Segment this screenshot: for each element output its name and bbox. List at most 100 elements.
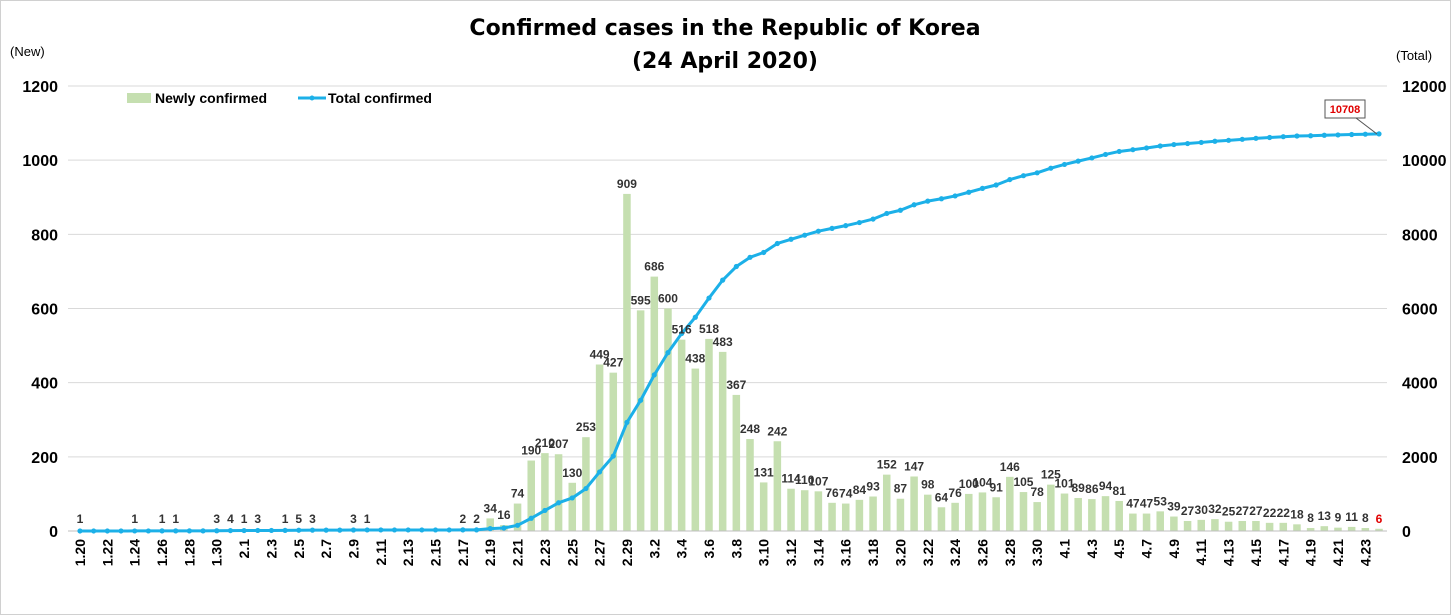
x-tick-label: 2.1 bbox=[236, 539, 252, 559]
bar-label-4.8: 53 bbox=[1154, 494, 1168, 508]
bar-3.19 bbox=[882, 474, 891, 531]
right-tick-label: 8000 bbox=[1402, 227, 1438, 244]
x-tick-label: 2.9 bbox=[345, 539, 361, 559]
bar-4.14 bbox=[1238, 520, 1247, 531]
x-tick-label: 2.27 bbox=[592, 539, 608, 566]
total-point-3.9 bbox=[747, 254, 753, 260]
total-point-4.1 bbox=[1061, 161, 1068, 168]
total-point-3.7 bbox=[720, 277, 726, 283]
total-line-path bbox=[80, 132, 1380, 533]
total-point-1.28 bbox=[186, 528, 192, 534]
bar-3.9 bbox=[746, 439, 754, 531]
total-point-2.9 bbox=[350, 527, 357, 533]
bar-label-3.10: 131 bbox=[754, 465, 774, 479]
x-tick-label: 2.29 bbox=[619, 539, 635, 566]
bar-4.13 bbox=[1224, 521, 1233, 531]
bar-label-4.5: 81 bbox=[1113, 484, 1127, 498]
bar-label-3.14: 107 bbox=[808, 474, 828, 488]
total-point-2.25 bbox=[569, 495, 575, 501]
bar-2.23 bbox=[541, 453, 549, 531]
bar-label-4.18: 18 bbox=[1290, 507, 1304, 521]
total-point-4.9 bbox=[1171, 141, 1177, 148]
total-point-4.5 bbox=[1116, 148, 1122, 155]
total-point-1.31 bbox=[227, 527, 234, 534]
x-tick-label: 4.7 bbox=[1139, 539, 1155, 559]
newly-confirmed-bars bbox=[76, 193, 1383, 531]
bar-label-4.4: 94 bbox=[1099, 479, 1113, 493]
bar-3.15 bbox=[828, 502, 836, 531]
total-point-4.22 bbox=[1349, 131, 1355, 138]
bar-2.27 bbox=[595, 364, 604, 531]
total-point-2.12 bbox=[391, 527, 398, 533]
x-tick-label: 4.17 bbox=[1275, 539, 1291, 566]
bar-4.8 bbox=[1156, 511, 1164, 531]
x-tick-label: 1.26 bbox=[154, 539, 170, 566]
bar-label-3.29: 105 bbox=[1013, 475, 1033, 489]
x-tick-label: 2.17 bbox=[455, 539, 471, 566]
bar-label-3.6: 518 bbox=[699, 322, 719, 336]
right-tick-label: 4000 bbox=[1402, 376, 1438, 393]
bar-label-3.1: 595 bbox=[631, 293, 651, 307]
left-tick-label: 400 bbox=[31, 376, 58, 393]
bar-3.12 bbox=[787, 488, 795, 531]
x-tick-label: 4.13 bbox=[1221, 539, 1237, 566]
bar-3.30 bbox=[1033, 502, 1041, 531]
total-point-4.18 bbox=[1294, 133, 1300, 139]
right-tick-label: 12000 bbox=[1402, 79, 1447, 96]
total-point-1.22 bbox=[104, 528, 110, 534]
x-tick-label: 2.7 bbox=[318, 539, 334, 559]
bar-label-4.17: 22 bbox=[1277, 506, 1291, 520]
total-point-3.13 bbox=[802, 232, 808, 238]
bar-4.7 bbox=[1142, 513, 1151, 531]
bar-3.13 bbox=[800, 490, 809, 531]
total-point-3.1 bbox=[638, 397, 644, 403]
total-point-3.14 bbox=[815, 228, 821, 234]
bar-label-3.28: 146 bbox=[1000, 460, 1020, 474]
total-point-2.4 bbox=[282, 527, 288, 534]
bar-4.19 bbox=[1306, 528, 1315, 531]
total-point-3.4 bbox=[679, 330, 685, 337]
bar-label-3.17: 84 bbox=[853, 483, 867, 497]
bar-label-2.28: 427 bbox=[603, 356, 623, 370]
x-tick-label: 3.26 bbox=[974, 539, 990, 566]
total-point-4.17 bbox=[1280, 134, 1286, 140]
right-tick-label: 10000 bbox=[1402, 153, 1447, 170]
bar-label-2.22: 190 bbox=[521, 444, 541, 458]
total-callout: 10708 bbox=[1324, 99, 1378, 135]
legend: Newly confirmed Total confirmed bbox=[127, 90, 432, 106]
total-point-4.10 bbox=[1184, 140, 1191, 147]
bar-3.25 bbox=[965, 493, 973, 531]
x-tick-label: 3.28 bbox=[1002, 539, 1018, 566]
total-point-3.26 bbox=[979, 185, 986, 191]
x-tick-label: 3.18 bbox=[865, 539, 881, 566]
legend-label-total: Total confirmed bbox=[328, 90, 432, 106]
bar-4.6 bbox=[1129, 513, 1137, 531]
bar-label-4.24: 6 bbox=[1376, 512, 1383, 526]
x-tick-label: 4.5 bbox=[1111, 539, 1127, 559]
bar-label-3.24: 76 bbox=[948, 486, 962, 500]
bar-4.3 bbox=[1088, 499, 1096, 531]
total-point-3.29 bbox=[1020, 173, 1027, 179]
total-point-1.29 bbox=[200, 528, 206, 534]
bar-4.22 bbox=[1347, 526, 1356, 531]
bar-label-2.25: 130 bbox=[562, 466, 582, 480]
total-point-3.8 bbox=[733, 263, 739, 270]
left-axis-unit: (New) bbox=[10, 44, 45, 59]
bar-label-2.23: 210 bbox=[535, 436, 555, 450]
bar-label-3.4: 516 bbox=[672, 323, 692, 337]
bar-label-4.2: 89 bbox=[1071, 481, 1085, 495]
bar-3.23 bbox=[937, 507, 946, 531]
bar-3.31 bbox=[1047, 484, 1055, 531]
total-point-4.20 bbox=[1321, 132, 1327, 138]
bar-label-4.21: 9 bbox=[1335, 511, 1342, 525]
left-tick-label: 200 bbox=[31, 450, 58, 467]
bar-label-1.24: 1 bbox=[131, 512, 138, 526]
bar-3.14 bbox=[814, 491, 823, 531]
x-tick-label: 1.28 bbox=[181, 539, 197, 566]
total-point-4.7 bbox=[1143, 145, 1150, 151]
x-tick-label: 2.15 bbox=[428, 539, 444, 566]
bar-4.17 bbox=[1279, 522, 1288, 531]
bar-3.8 bbox=[732, 394, 741, 531]
total-point-2.22 bbox=[528, 515, 534, 521]
